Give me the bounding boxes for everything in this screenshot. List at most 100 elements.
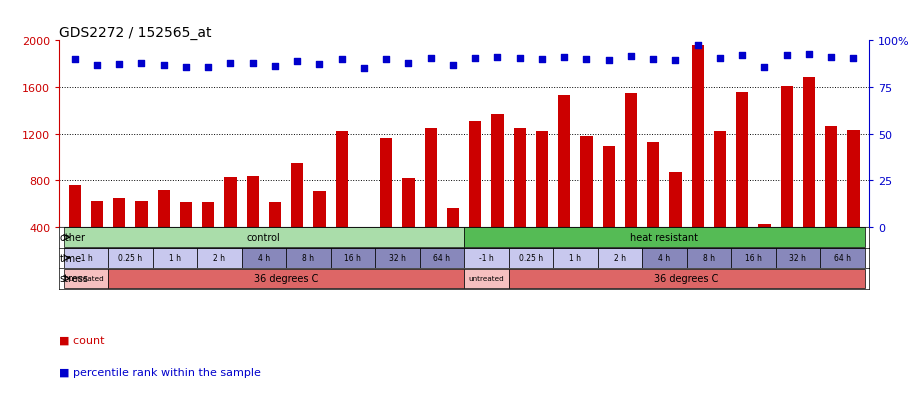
- Bar: [291, 164, 303, 274]
- Bar: [108, 269, 464, 289]
- Text: 8 h: 8 h: [703, 254, 715, 263]
- Bar: [647, 142, 660, 274]
- Bar: [731, 248, 775, 268]
- Text: 0.25 h: 0.25 h: [519, 254, 543, 263]
- Bar: [336, 132, 348, 274]
- Text: 8 h: 8 h: [302, 254, 314, 263]
- Bar: [197, 248, 241, 268]
- Point: [824, 55, 838, 62]
- Text: 4 h: 4 h: [658, 254, 671, 263]
- Point: [668, 58, 682, 64]
- Point: [423, 55, 438, 62]
- Bar: [180, 202, 192, 274]
- Point: [401, 60, 416, 67]
- Point: [579, 57, 593, 63]
- Bar: [513, 128, 526, 274]
- Bar: [225, 177, 237, 274]
- Point: [735, 52, 750, 59]
- Bar: [598, 248, 642, 268]
- Text: -1 h: -1 h: [78, 254, 93, 263]
- Point: [157, 62, 171, 69]
- Bar: [91, 202, 103, 274]
- Text: 1 h: 1 h: [169, 254, 181, 263]
- Point: [312, 61, 327, 68]
- Point: [357, 66, 371, 73]
- Point: [290, 59, 305, 66]
- Point: [602, 58, 616, 64]
- Bar: [509, 248, 553, 268]
- Point: [490, 54, 505, 61]
- Bar: [202, 202, 215, 274]
- Point: [757, 64, 772, 71]
- Bar: [268, 202, 281, 274]
- Text: 32 h: 32 h: [789, 254, 806, 263]
- Bar: [536, 132, 548, 274]
- Bar: [758, 225, 771, 274]
- Bar: [402, 178, 415, 274]
- Bar: [464, 228, 864, 247]
- Point: [535, 57, 550, 63]
- Bar: [64, 228, 464, 247]
- Point: [802, 51, 816, 58]
- Bar: [241, 248, 286, 268]
- Text: 0.25 h: 0.25 h: [118, 254, 142, 263]
- Point: [223, 60, 238, 67]
- Bar: [420, 248, 464, 268]
- Bar: [847, 131, 860, 274]
- Point: [780, 52, 794, 59]
- Point: [134, 60, 148, 67]
- Point: [201, 65, 216, 71]
- Text: 32 h: 32 h: [389, 254, 406, 263]
- Bar: [687, 248, 731, 268]
- Bar: [803, 77, 815, 274]
- Text: 64 h: 64 h: [433, 254, 450, 263]
- Bar: [558, 96, 571, 274]
- Text: 2 h: 2 h: [213, 254, 226, 263]
- Bar: [64, 269, 108, 289]
- Text: 16 h: 16 h: [745, 254, 762, 263]
- Text: time: time: [60, 253, 82, 263]
- Bar: [247, 177, 258, 274]
- Text: -1 h: -1 h: [479, 254, 494, 263]
- Point: [246, 60, 260, 67]
- Text: 4 h: 4 h: [258, 254, 270, 263]
- Point: [691, 43, 705, 49]
- Bar: [464, 269, 509, 289]
- Text: GDS2272 / 152565_at: GDS2272 / 152565_at: [59, 26, 212, 40]
- Bar: [509, 269, 864, 289]
- Bar: [286, 248, 330, 268]
- Bar: [625, 94, 637, 274]
- Point: [623, 54, 638, 60]
- Bar: [825, 126, 837, 274]
- Bar: [581, 137, 592, 274]
- Bar: [375, 248, 420, 268]
- Text: 1 h: 1 h: [570, 254, 581, 263]
- Bar: [108, 248, 153, 268]
- Point: [178, 65, 193, 71]
- Point: [67, 57, 82, 63]
- Bar: [358, 228, 370, 274]
- Text: ■ count: ■ count: [59, 335, 105, 344]
- Bar: [64, 248, 108, 268]
- Bar: [68, 185, 81, 274]
- Bar: [602, 147, 615, 274]
- Bar: [153, 248, 197, 268]
- Text: untreated: untreated: [68, 276, 104, 282]
- Point: [468, 55, 482, 62]
- Bar: [380, 139, 392, 274]
- Bar: [425, 128, 437, 274]
- Text: stress: stress: [60, 274, 89, 284]
- Bar: [464, 248, 509, 268]
- Bar: [470, 121, 481, 274]
- Bar: [447, 209, 459, 274]
- Text: 16 h: 16 h: [344, 254, 361, 263]
- Bar: [553, 248, 598, 268]
- Bar: [113, 198, 126, 274]
- Text: untreated: untreated: [469, 276, 504, 282]
- Point: [646, 57, 661, 63]
- Bar: [692, 46, 703, 274]
- Bar: [330, 248, 375, 268]
- Point: [512, 55, 527, 62]
- Text: 2 h: 2 h: [614, 254, 626, 263]
- Text: other: other: [60, 233, 86, 243]
